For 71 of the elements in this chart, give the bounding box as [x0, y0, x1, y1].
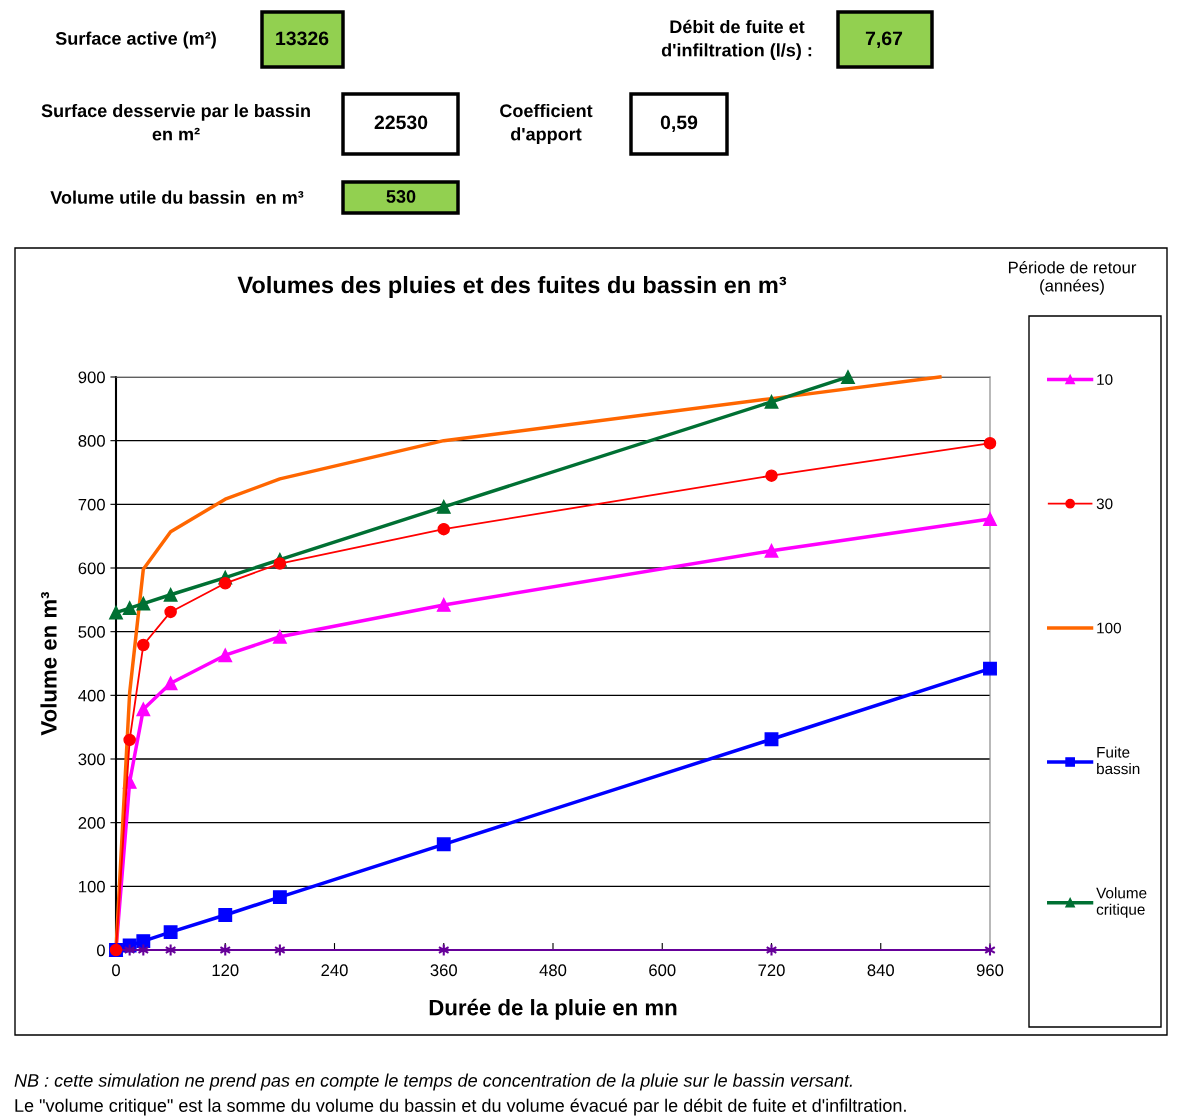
point: [272, 890, 287, 905]
text: Débit de fuite et d'infiltration (l/s) :: [661, 19, 812, 61]
y-tick-label: 400: [78, 689, 105, 702]
point: [123, 733, 136, 747]
point: [764, 394, 779, 409]
x-tick-label: 960: [976, 964, 1004, 977]
point: [163, 676, 178, 691]
point: [765, 469, 778, 482]
point: [272, 629, 287, 644]
x-tick-label: 240: [321, 964, 348, 977]
x-tick-label: 720: [758, 964, 785, 977]
x-tick-label: 840: [867, 964, 894, 977]
point: [136, 596, 151, 611]
y-tick-label: 500: [78, 626, 105, 638]
point: [983, 661, 997, 676]
point: [841, 370, 855, 384]
x-tick-label: 360: [430, 964, 457, 977]
y-tick-label: 900: [78, 371, 105, 384]
point: [764, 543, 779, 558]
text: NB : cette simulation ne prend pas en compte le temps de concentration de la pluie sur le bassin versant.: [14, 1073, 852, 1091]
legend-label: 10: [1097, 374, 1113, 385]
point: [218, 577, 232, 590]
legend-title: Période de retour (années): [1008, 260, 1137, 295]
y-tick-label: 800: [78, 435, 105, 447]
x-axis-title: Durée de la pluie en mn: [429, 998, 677, 1020]
text: Surface active (m²): [55, 31, 216, 49]
point: [983, 512, 997, 526]
text: Coefficient d'apport: [500, 103, 593, 145]
y-tick-label: 200: [78, 817, 105, 829]
point: [764, 732, 779, 747]
y-tick-label: 600: [78, 562, 105, 575]
x-tick-label: 120: [212, 964, 239, 977]
point: [136, 702, 151, 717]
text: Volume utile du bassin en m³: [50, 190, 304, 204]
point: [218, 908, 233, 922]
y-tick-label: 300: [78, 753, 105, 766]
text: 7,67: [865, 31, 903, 49]
text: Le "volume critique" est la somme du volume du bassin et du volume évacué par le débit de fuite et d'infiltration.: [15, 1098, 906, 1116]
point: [163, 925, 178, 940]
point: [137, 638, 150, 652]
text: 22530: [374, 115, 428, 130]
legend-label: 100: [1097, 622, 1121, 634]
point: [218, 648, 233, 663]
legend-label: Volume critique: [1096, 887, 1147, 918]
point: [164, 605, 177, 619]
point: [436, 837, 451, 852]
y-tick-label: 100: [79, 880, 105, 893]
y-tick-label: 700: [78, 498, 105, 511]
point: [437, 522, 451, 536]
legend-label: 30: [1096, 498, 1113, 510]
y-tick-label: 0: [96, 944, 105, 957]
point: [765, 943, 778, 957]
text: 13326: [276, 31, 329, 46]
point: [983, 436, 997, 450]
y-axis-title: Volume en m³: [40, 591, 57, 736]
chart-title: Volumes des pluies et des fuites du bassin en m³: [237, 276, 787, 298]
point: [274, 943, 286, 957]
point: [163, 587, 178, 602]
point: [109, 605, 123, 620]
point: [136, 934, 151, 949]
point: [436, 499, 451, 514]
text: 530: [386, 190, 416, 203]
point: [273, 557, 287, 570]
text: Surface desservie par le bassin en m²: [41, 103, 310, 141]
legend-label: Fuite bassin: [1097, 746, 1140, 775]
x-tick-label: 0: [112, 964, 120, 977]
x-tick-label: 600: [649, 964, 676, 977]
text: 0,59: [660, 115, 698, 133]
point: [122, 601, 137, 616]
point: [436, 597, 451, 612]
x-tick-label: 480: [539, 964, 567, 977]
